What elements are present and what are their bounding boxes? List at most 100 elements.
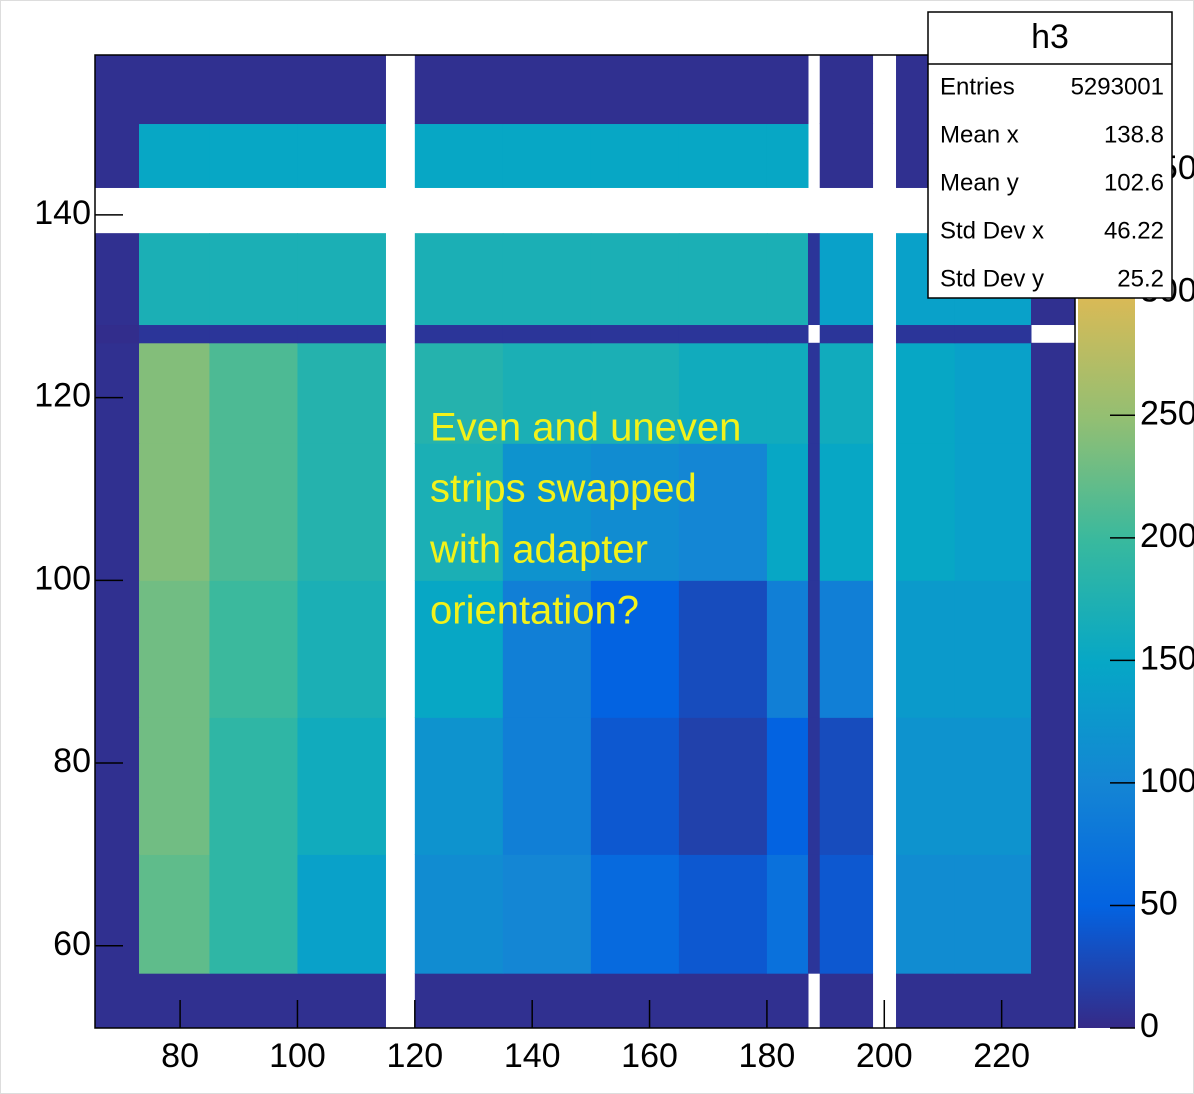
x-tick-label: 120 [386, 1037, 443, 1075]
heat-cell [139, 717, 210, 855]
heat-cell [590, 854, 680, 974]
annotation: Even and uneven [430, 406, 741, 450]
heat-cell [1030, 580, 1076, 718]
heat-cell [297, 324, 386, 344]
heat-cell [95, 55, 140, 125]
heat-cell [95, 233, 140, 326]
heat-cell [807, 443, 821, 581]
x-tick-label: 140 [504, 1037, 561, 1075]
heat-cell [1030, 717, 1076, 855]
stats-label: Std Dev y [940, 265, 1044, 292]
heat-cell [896, 324, 956, 344]
heat-cell [209, 342, 298, 444]
stats-value: 25.2 [1117, 265, 1164, 292]
heat-cell [95, 854, 140, 974]
heat-cell [678, 55, 768, 125]
annotation: orientation? [430, 589, 639, 633]
heat-cell [209, 854, 298, 974]
heat-cell [502, 342, 592, 444]
heat-cell [954, 854, 1032, 974]
heat-cell [766, 717, 809, 855]
x-tick-label: 100 [269, 1037, 326, 1075]
heat-cell [766, 233, 809, 326]
heat-cell [95, 973, 140, 1029]
heat-cell [139, 854, 210, 974]
heat-cell [590, 55, 680, 125]
heat-cell [209, 123, 298, 188]
heat-cell [414, 854, 504, 974]
heat-cell [819, 342, 874, 444]
heat-cell [139, 324, 210, 344]
heat-cell [590, 717, 680, 855]
heat-cell [297, 342, 386, 444]
heat-cell [766, 443, 809, 581]
stats-title: h3 [1031, 18, 1069, 56]
heat-cell [414, 324, 504, 344]
heat-cell [819, 233, 874, 326]
heat-cell [590, 123, 680, 188]
heat-cell [807, 233, 821, 326]
heat-cell [678, 123, 768, 188]
heat-cell [954, 717, 1032, 855]
stats-label: Mean y [940, 169, 1019, 196]
heat-cell [297, 854, 386, 974]
heat-cell [209, 580, 298, 718]
heat-cell [297, 580, 386, 718]
heat-cell [807, 717, 821, 855]
stats-box [927, 11, 1173, 299]
heat-cell [414, 580, 504, 718]
heat-cell [766, 123, 809, 188]
heat-cell [139, 580, 210, 718]
heat-cell [590, 580, 680, 718]
stats-value: 46.22 [1104, 217, 1164, 244]
z-tick-label: 50 [1140, 884, 1178, 922]
z-tick-label: 200 [1140, 517, 1194, 555]
heat-cell [139, 342, 210, 444]
heat-cell [414, 443, 504, 581]
heat-cell [139, 973, 210, 1029]
heat-cell [95, 443, 140, 581]
heat-cell [139, 233, 210, 326]
heat-cell [954, 973, 1032, 1029]
x-tick-label: 220 [973, 1037, 1030, 1075]
heat-cell [954, 324, 1032, 344]
stats-label: Entries [940, 73, 1015, 100]
y-tick-label: 120 [34, 377, 91, 415]
heat-cell [297, 233, 386, 326]
heat-cell [766, 324, 809, 344]
heat-cell [209, 324, 298, 344]
heat-cell [819, 324, 874, 344]
heat-cell [896, 717, 956, 855]
heat-cell [896, 973, 956, 1029]
heat-cell [678, 443, 768, 581]
stats-value: 138.8 [1104, 121, 1164, 148]
z-tick-label: 100 [1140, 762, 1194, 800]
heat-cell [1030, 342, 1076, 444]
heat-cell [590, 443, 680, 581]
heat-cell [209, 717, 298, 855]
heat-cell [414, 717, 504, 855]
heat-cell [1030, 443, 1076, 581]
annotation: with adapter [429, 528, 648, 572]
heat-cell [95, 324, 140, 344]
heat-cell [819, 717, 874, 855]
heat-cell [678, 233, 768, 326]
heat-cell [819, 580, 874, 718]
heat-cell [819, 854, 874, 974]
heat-cell [414, 123, 504, 188]
heat-cell [896, 342, 956, 444]
heat-cell [297, 717, 386, 855]
plot-frame [94, 54, 1076, 1029]
heat-cell [209, 973, 298, 1029]
heat-cell [95, 717, 140, 855]
heat-cell [766, 580, 809, 718]
heat-cell [95, 342, 140, 444]
heat-cell [502, 717, 592, 855]
heat-cell [95, 580, 140, 718]
heat-cell [414, 342, 504, 444]
heat-cell [297, 123, 386, 188]
heat-cell [297, 55, 386, 125]
heat-cell [896, 443, 956, 581]
heat-cell [590, 342, 680, 444]
z-tick-label: 0 [1140, 1007, 1159, 1045]
